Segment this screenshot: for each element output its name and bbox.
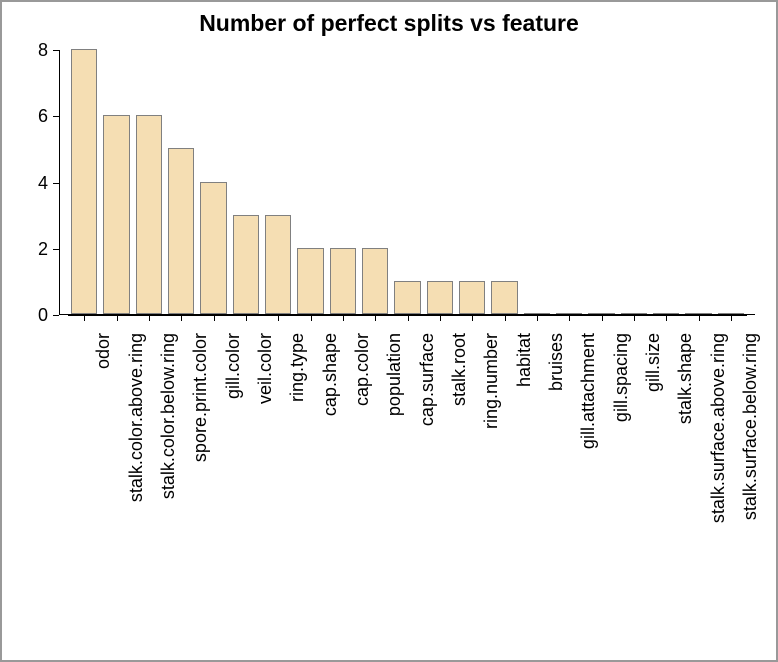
y-tick-label: 8 — [10, 40, 48, 61]
x-tick-label: stalk.color.below.ring — [158, 333, 179, 633]
x-tick-label: cap.shape — [320, 333, 341, 633]
bar — [459, 281, 486, 314]
bar — [136, 115, 163, 314]
x-tick — [117, 315, 118, 321]
bar — [103, 115, 130, 314]
bar — [71, 49, 98, 314]
bar — [621, 313, 648, 314]
x-tick-label: stalk.root — [449, 333, 470, 633]
bar — [297, 248, 324, 314]
bar — [362, 248, 389, 314]
x-tick-label: stalk.surface.below.ring — [740, 333, 761, 633]
y-tick — [53, 249, 59, 250]
x-tick — [84, 315, 85, 321]
y-tick-label: 0 — [10, 305, 48, 326]
x-tick-label: ring.number — [481, 333, 502, 633]
bar — [653, 313, 680, 314]
x-tick-label: habitat — [514, 333, 535, 633]
x-tick — [375, 315, 376, 321]
y-tick — [53, 116, 59, 117]
x-tick — [440, 315, 441, 321]
x-tick — [731, 315, 732, 321]
bars-group — [60, 50, 755, 314]
chart-area — [60, 50, 755, 315]
y-tick-label: 6 — [10, 106, 48, 127]
x-tick — [602, 315, 603, 321]
x-tick — [343, 315, 344, 321]
x-tick — [278, 315, 279, 321]
x-tick-label: population — [384, 333, 405, 633]
x-tick-label: veil.color — [255, 333, 276, 633]
chart-title: Number of perfect splits vs feature — [10, 10, 768, 37]
bar — [265, 215, 292, 314]
x-tick-label: gill.size — [643, 333, 664, 633]
x-tick-label: odor — [93, 333, 114, 633]
x-tick-label: gill.spacing — [611, 333, 632, 633]
x-tick — [537, 315, 538, 321]
x-tick — [634, 315, 635, 321]
x-tick — [214, 315, 215, 321]
x-tick — [472, 315, 473, 321]
x-tick — [246, 315, 247, 321]
x-tick-label: stalk.shape — [675, 333, 696, 633]
bar — [524, 313, 551, 314]
x-tick — [569, 315, 570, 321]
x-tick-label: spore.print.color — [190, 333, 211, 633]
x-tick — [666, 315, 667, 321]
x-tick-label: gill.attachment — [578, 333, 599, 633]
bar — [427, 281, 454, 314]
bar — [233, 215, 260, 314]
x-tick — [408, 315, 409, 321]
x-tick-label: stalk.color.above.ring — [126, 333, 147, 633]
x-tick-label: bruises — [546, 333, 567, 633]
y-tick — [53, 50, 59, 51]
x-tick-label: ring.type — [287, 333, 308, 633]
bar — [394, 281, 421, 314]
x-tick-label: cap.surface — [417, 333, 438, 633]
y-tick-label: 4 — [10, 173, 48, 194]
x-tick — [181, 315, 182, 321]
y-tick-label: 2 — [10, 239, 48, 260]
x-tick-label: cap.color — [352, 333, 373, 633]
x-tick-label: gill.color — [223, 333, 244, 633]
bar — [330, 248, 357, 314]
y-tick — [53, 315, 59, 316]
x-tick — [505, 315, 506, 321]
chart-frame: Number of perfect splits vs feature 0 2 4 6… — [0, 0, 778, 662]
x-tick — [699, 315, 700, 321]
x-tick — [149, 315, 150, 321]
bar — [491, 281, 518, 314]
x-tick — [311, 315, 312, 321]
x-tick-label: stalk.surface.above.ring — [708, 333, 729, 633]
bar — [168, 148, 195, 314]
y-tick — [53, 183, 59, 184]
bar — [718, 313, 745, 314]
bar — [685, 313, 712, 314]
bar — [588, 313, 615, 314]
bar — [556, 313, 583, 314]
plot: Number of perfect splits vs feature 0 2 4 6… — [10, 10, 768, 652]
bar — [200, 182, 227, 315]
